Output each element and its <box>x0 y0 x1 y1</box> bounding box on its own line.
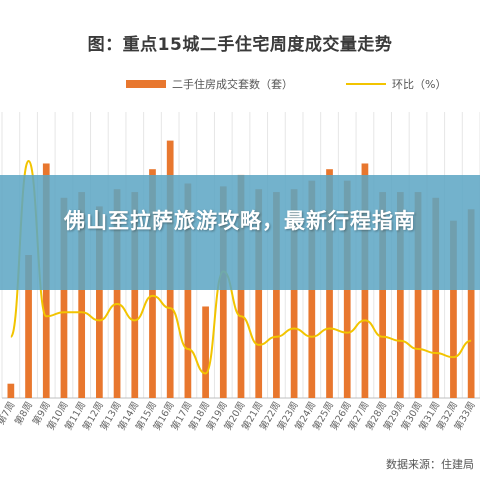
chart-legend: 二手住房成交套数（套） 环比（%） <box>0 76 480 96</box>
bar <box>202 306 209 398</box>
bar <box>450 220 457 398</box>
legend-bar-swatch <box>126 80 166 88</box>
bar <box>113 189 121 398</box>
bar <box>25 255 32 398</box>
bar <box>290 189 298 398</box>
legend-bar-label: 二手住房成交套数（套） <box>172 78 293 91</box>
bar <box>273 192 280 398</box>
legend-entry-bar: 二手住房成交套数（套） <box>126 76 293 92</box>
chart-title: 图：重点15城二手住宅周度成交量走势 <box>87 35 393 55</box>
legend-line-label: 环比（%） <box>392 78 447 91</box>
bar <box>7 383 15 398</box>
bar <box>131 192 139 398</box>
bar <box>467 209 475 398</box>
bar <box>255 189 263 398</box>
article-title: 佛山至拉萨旅游攻略，最新行程指南 <box>64 209 416 233</box>
legend-line-swatch <box>346 83 386 85</box>
bar <box>379 192 386 398</box>
bar <box>414 192 422 398</box>
bar <box>96 206 103 398</box>
bar <box>396 192 404 398</box>
bar <box>432 197 440 398</box>
data-source-note: 数据来源：住建局 <box>386 458 474 471</box>
legend-entry-line: 环比（%） <box>346 76 446 92</box>
bar <box>184 183 192 398</box>
bar <box>219 186 227 398</box>
bar <box>60 197 68 398</box>
bar <box>78 192 86 398</box>
article-title-banner: 佛山至拉萨旅游攻略，最新行程指南 <box>0 175 480 290</box>
